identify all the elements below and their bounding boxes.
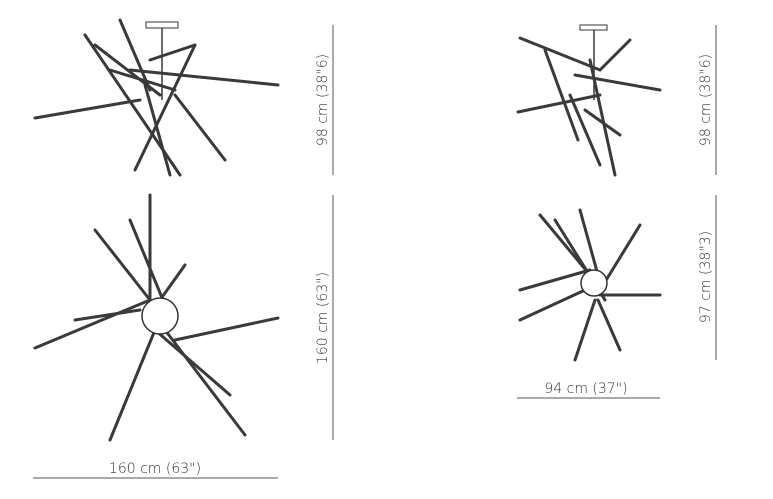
lamp-arm (596, 298, 622, 352)
lamp-arm (578, 208, 600, 277)
lamp-arm (148, 43, 197, 62)
diffuser (580, 269, 608, 297)
lamp-arm (573, 73, 662, 92)
lamp-arm (108, 328, 157, 442)
lamp-arm (93, 228, 152, 302)
lamp-arm (163, 328, 247, 437)
lamp-arm (543, 48, 580, 142)
lamp-arm (518, 36, 602, 72)
height-label: 160 cm (63") (315, 272, 331, 364)
height-label: 97 cm (38"3) (698, 231, 714, 323)
width-label: 94 cm (37") (544, 381, 627, 397)
lamp-arm (583, 108, 622, 137)
small-side-view (516, 24, 662, 177)
lamp-arm (33, 98, 142, 120)
large-side-view (33, 18, 280, 177)
lamp-arm (568, 93, 602, 167)
height-label: 98 cm (38"6) (315, 54, 331, 146)
lamp-arm (128, 218, 167, 307)
lamp-arm (73, 308, 142, 322)
lamp-arm (128, 68, 280, 87)
lamp-arm (143, 83, 172, 177)
canopy (145, 21, 179, 29)
diffuser (141, 297, 179, 335)
lamp-arm (118, 18, 152, 92)
lamp-arm (173, 316, 280, 342)
lamp-arm (33, 298, 152, 350)
lamp-arm (518, 288, 587, 322)
lamp-arm (598, 38, 632, 72)
lamp-arm (153, 328, 232, 397)
lamp-arm (133, 43, 197, 172)
small-front-view (518, 208, 662, 362)
lamp-arm (516, 93, 602, 114)
height-label: 98 cm (38"6) (698, 54, 714, 146)
lamp-arm (108, 68, 177, 92)
lamp-arm (173, 93, 227, 162)
lamp-arm (518, 268, 592, 292)
canopy (579, 24, 608, 31)
large-front-view (33, 193, 280, 442)
width-label: 160 cm (63") (109, 461, 201, 477)
lamp-arm (158, 263, 187, 302)
lamp-arm (573, 298, 597, 362)
lamp-arm (588, 58, 617, 177)
